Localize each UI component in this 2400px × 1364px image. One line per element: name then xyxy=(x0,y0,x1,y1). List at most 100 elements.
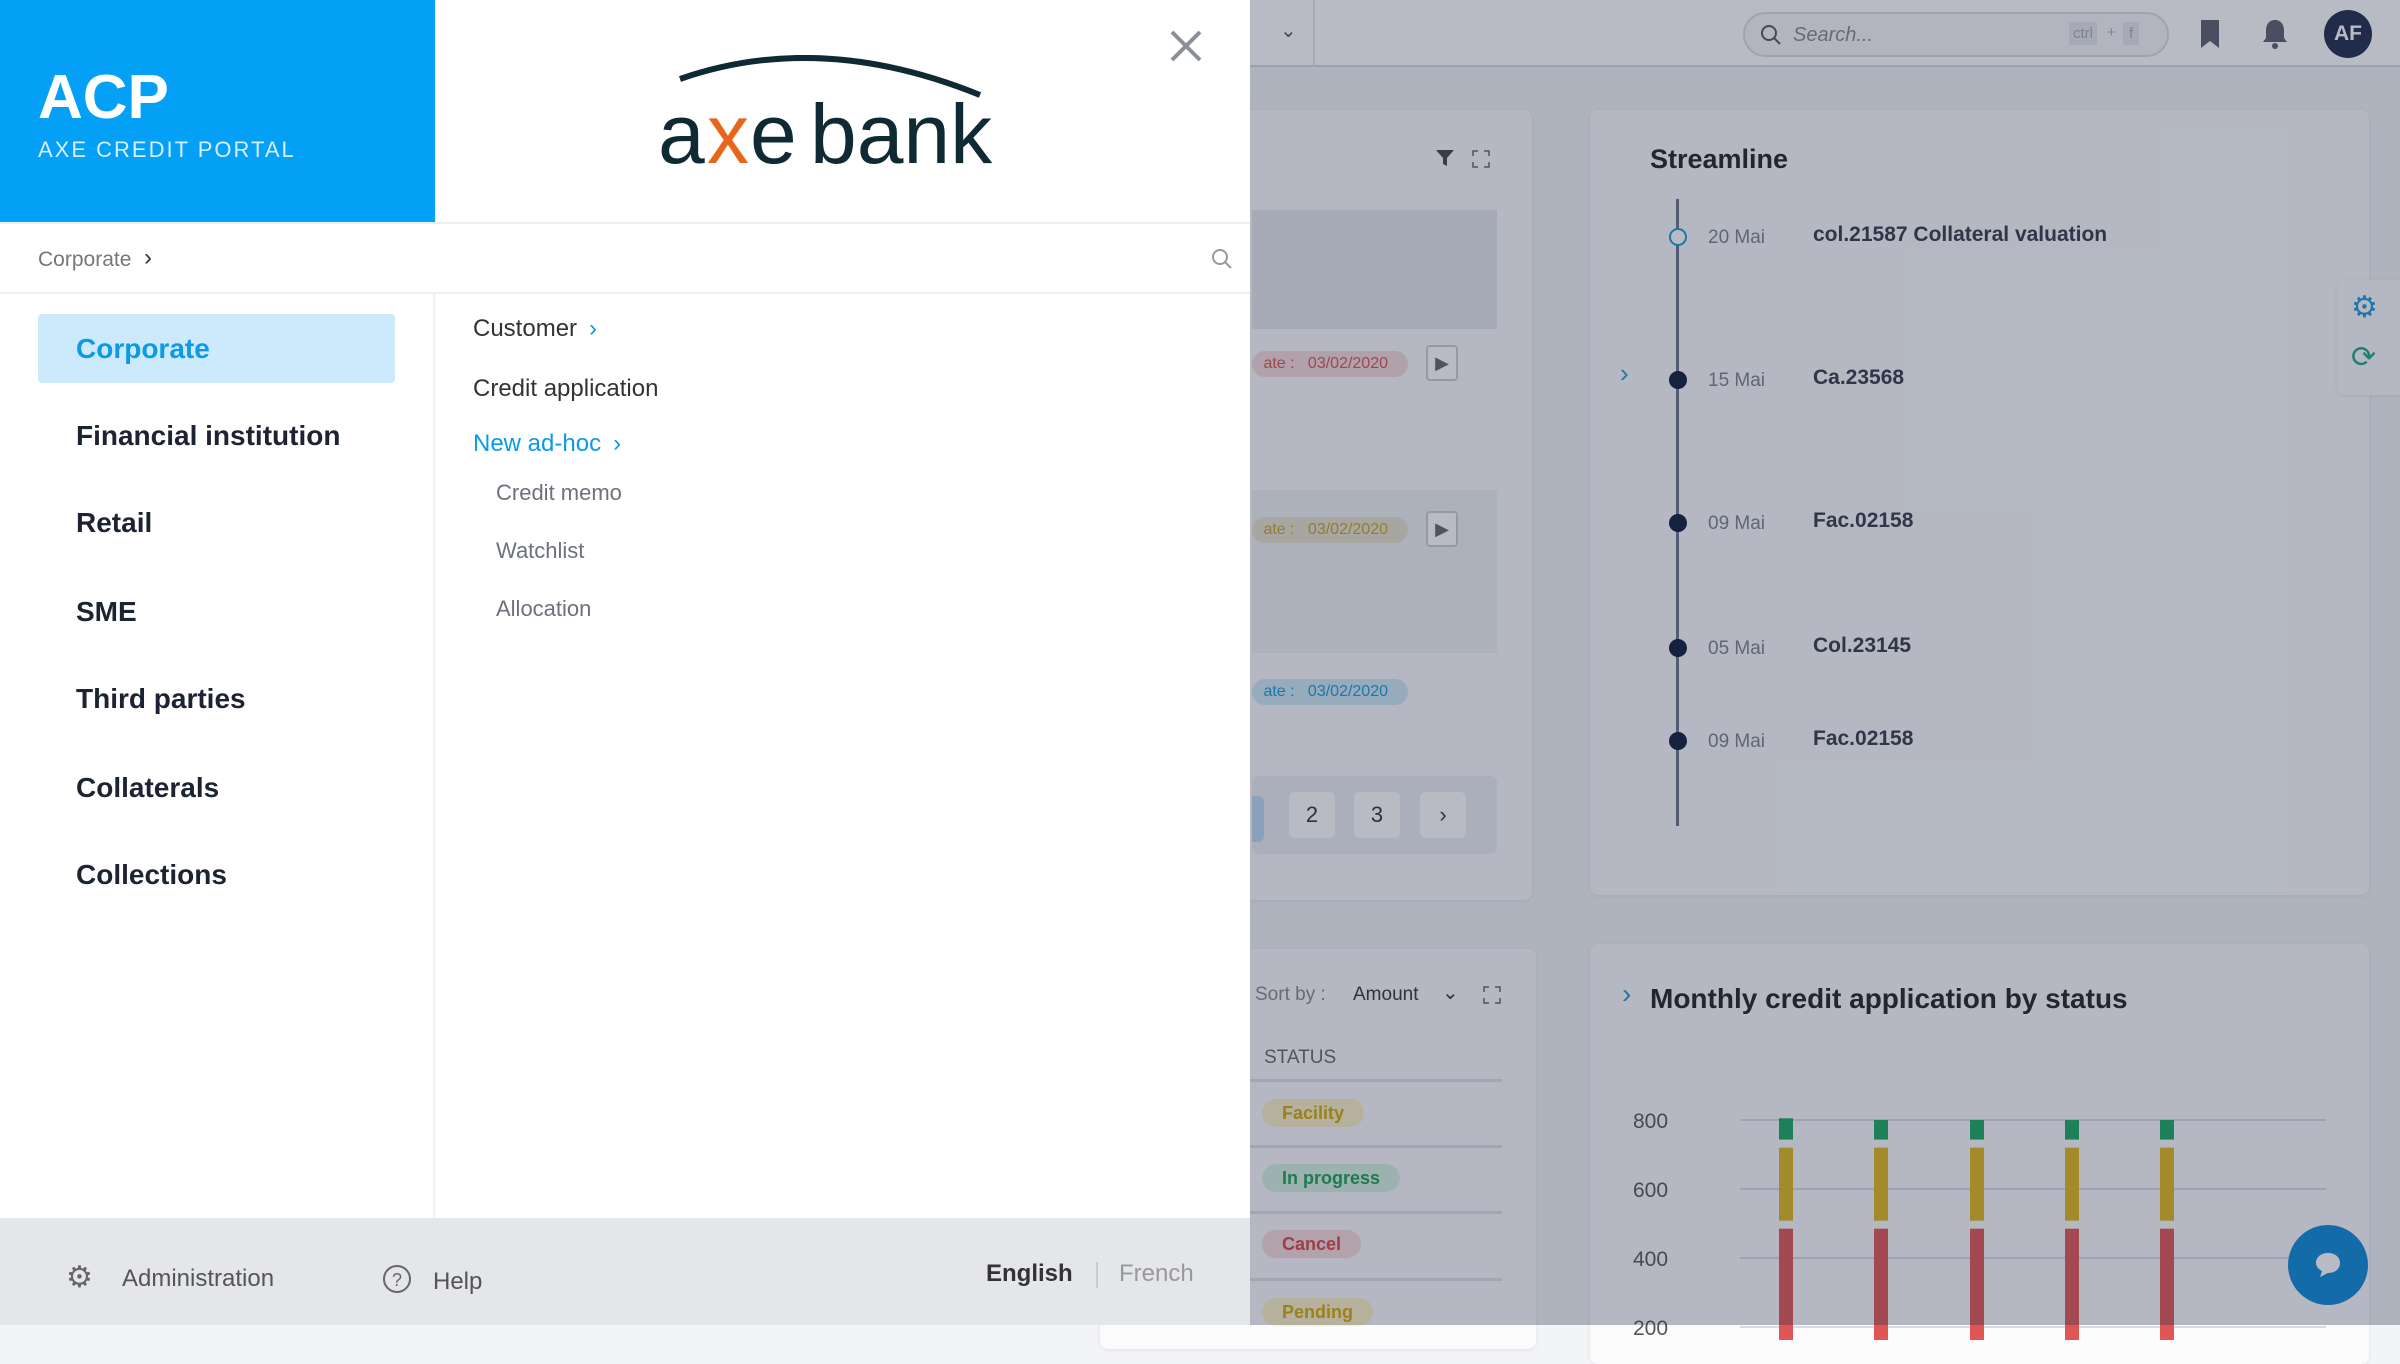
category-item[interactable]: SME xyxy=(76,596,137,627)
timeline-item[interactable]: Fac.02158 xyxy=(1813,727,1914,750)
status-badge: In progress xyxy=(1262,1164,1401,1192)
next-page-button[interactable]: › xyxy=(1420,792,1466,838)
shortcut-plus: + xyxy=(2107,24,2116,41)
play-button[interactable]: ▶ xyxy=(1426,345,1458,381)
category-item[interactable]: Corporate xyxy=(38,314,395,383)
menu-item-credit-application[interactable]: Credit application xyxy=(473,375,659,402)
page-1-button[interactable] xyxy=(1252,796,1264,842)
language-french[interactable]: French xyxy=(1119,1260,1194,1287)
divider xyxy=(0,292,1250,294)
timeline-date: 20 Mai xyxy=(1708,227,1766,248)
search-icon xyxy=(1761,25,1781,45)
breadcrumb[interactable]: Corporate xyxy=(38,248,132,271)
category-item[interactable]: Retail xyxy=(76,507,153,538)
row-divider xyxy=(1250,1079,1502,1082)
chevron-down-icon[interactable]: ⌄ xyxy=(1280,20,1297,42)
chat-button[interactable] xyxy=(2288,1225,2368,1305)
refresh-icon[interactable]: ⟳ xyxy=(2351,341,2377,374)
timeline-item[interactable]: col.21587 Collateral valuation xyxy=(1813,223,2108,246)
search-placeholder: Search... xyxy=(1793,24,1874,46)
play-button[interactable]: ▶ xyxy=(1426,511,1458,547)
bar-segment xyxy=(1874,1120,1888,1140)
gear-icon: ⚙ xyxy=(66,1261,93,1294)
bar-segment xyxy=(1779,1118,1793,1140)
sort-select[interactable]: Amount xyxy=(1353,984,1419,1005)
page-3-button[interactable]: 3 xyxy=(1354,792,1400,838)
close-icon[interactable] xyxy=(1168,28,1204,64)
row-divider xyxy=(1250,1211,1502,1214)
search-input[interactable]: Search... ctrl + f xyxy=(1743,12,2169,57)
menu-item-credit-memo[interactable]: Credit memo xyxy=(496,480,622,505)
expand-icon[interactable] xyxy=(1471,149,1491,169)
expand-icon[interactable] xyxy=(1482,985,1502,1005)
sort-label: Sort by : xyxy=(1255,984,1326,1005)
brand-subtitle: AXE CREDIT PORTAL xyxy=(38,137,296,162)
chevron-down-icon[interactable]: ⌄ xyxy=(1442,982,1459,1004)
settings-icon[interactable]: ⚙ xyxy=(2351,291,2378,324)
chevron-right-icon[interactable]: › xyxy=(1620,358,1629,388)
timeline-dot xyxy=(1669,228,1687,246)
administration-link[interactable]: Administration xyxy=(122,1265,275,1292)
shortcut-key: f xyxy=(2123,22,2140,45)
svg-text:x: x xyxy=(707,87,749,175)
status-badge: Cancel xyxy=(1262,1230,1362,1258)
menu-item-watchlist[interactable]: Watchlist xyxy=(496,538,585,563)
category-item[interactable]: Financial institution xyxy=(76,420,341,451)
timeline-dot xyxy=(1669,732,1687,750)
chevron-right-icon: › xyxy=(589,315,598,342)
help-icon: ? xyxy=(383,1265,411,1293)
bell-icon[interactable] xyxy=(2260,18,2290,50)
chevron-right-icon: › xyxy=(613,430,622,457)
svg-text:bank: bank xyxy=(810,87,993,175)
chat-bubble-icon xyxy=(2316,1253,2340,1277)
date-label: ate : xyxy=(1263,521,1295,538)
brand-header: ACP AXE CREDIT PORTAL xyxy=(0,0,435,222)
bar-segment xyxy=(2160,1228,2174,1340)
language-english[interactable]: English xyxy=(986,1260,1073,1287)
timeline-date: 15 Mai xyxy=(1708,370,1766,391)
timeline-item[interactable]: Ca.23568 xyxy=(1813,366,1905,389)
date-value: 03/02/2020 xyxy=(1307,683,1388,700)
avatar[interactable]: AF xyxy=(2324,10,2372,58)
category-item[interactable]: Collaterals xyxy=(76,772,220,803)
help-link[interactable]: Help xyxy=(433,1268,483,1295)
bar-segment xyxy=(2160,1120,2174,1140)
menu-item-allocation[interactable]: Allocation xyxy=(496,596,592,621)
bookmark-icon[interactable] xyxy=(2198,18,2222,50)
due-date-pill: ate : 03/02/2020 xyxy=(1252,351,1408,377)
timeline-item[interactable]: Col.23145 xyxy=(1813,634,1912,657)
timeline-item[interactable]: Fac.02158 xyxy=(1813,509,1914,532)
due-date-pill: ate : 03/02/2020 xyxy=(1252,679,1408,705)
filter-icon[interactable] xyxy=(1435,148,1455,168)
chart-title: Monthly credit application by status xyxy=(1650,983,2128,1014)
date-label: ate : xyxy=(1263,355,1295,372)
menu-item-customer[interactable]: Customer › xyxy=(473,315,597,343)
menu-label: New ad-hoc xyxy=(473,430,602,457)
row-divider xyxy=(1250,1145,1502,1148)
page-2-button[interactable]: 2 xyxy=(1289,792,1335,838)
y-tick-label: 800 xyxy=(1633,1110,1668,1133)
panel-footer: ⚙ Administration ? Help English French xyxy=(0,1218,1250,1325)
streamline-title: Streamline xyxy=(1650,144,1789,174)
timeline-date: 09 Mai xyxy=(1708,731,1766,752)
divider xyxy=(1096,1262,1098,1288)
bar-segment xyxy=(2160,1147,2174,1221)
axebank-logo: a x e bank xyxy=(658,55,993,175)
category-item[interactable]: Collections xyxy=(76,859,227,890)
category-item[interactable]: Third parties xyxy=(76,683,246,714)
side-toolbar: ⚙ ⟳ xyxy=(2337,280,2400,395)
bar-segment xyxy=(2065,1120,2079,1140)
svg-text:?: ? xyxy=(392,1270,402,1290)
bar-segment xyxy=(1874,1147,1888,1221)
date-value: 03/02/2020 xyxy=(1307,355,1388,372)
shortcut-key: ctrl xyxy=(2069,22,2097,45)
bar-segment xyxy=(1779,1147,1793,1221)
y-tick-label: 600 xyxy=(1633,1179,1668,1202)
pagination: 2 3 › xyxy=(1252,776,1497,854)
search-icon[interactable] xyxy=(1210,247,1234,271)
chevron-right-icon[interactable]: › xyxy=(1622,978,1632,1009)
menu-item-new-adhoc[interactable]: New ad-hoc › xyxy=(473,430,621,458)
timeline-date: 09 Mai xyxy=(1708,513,1766,534)
bar-segment xyxy=(1874,1228,1888,1340)
